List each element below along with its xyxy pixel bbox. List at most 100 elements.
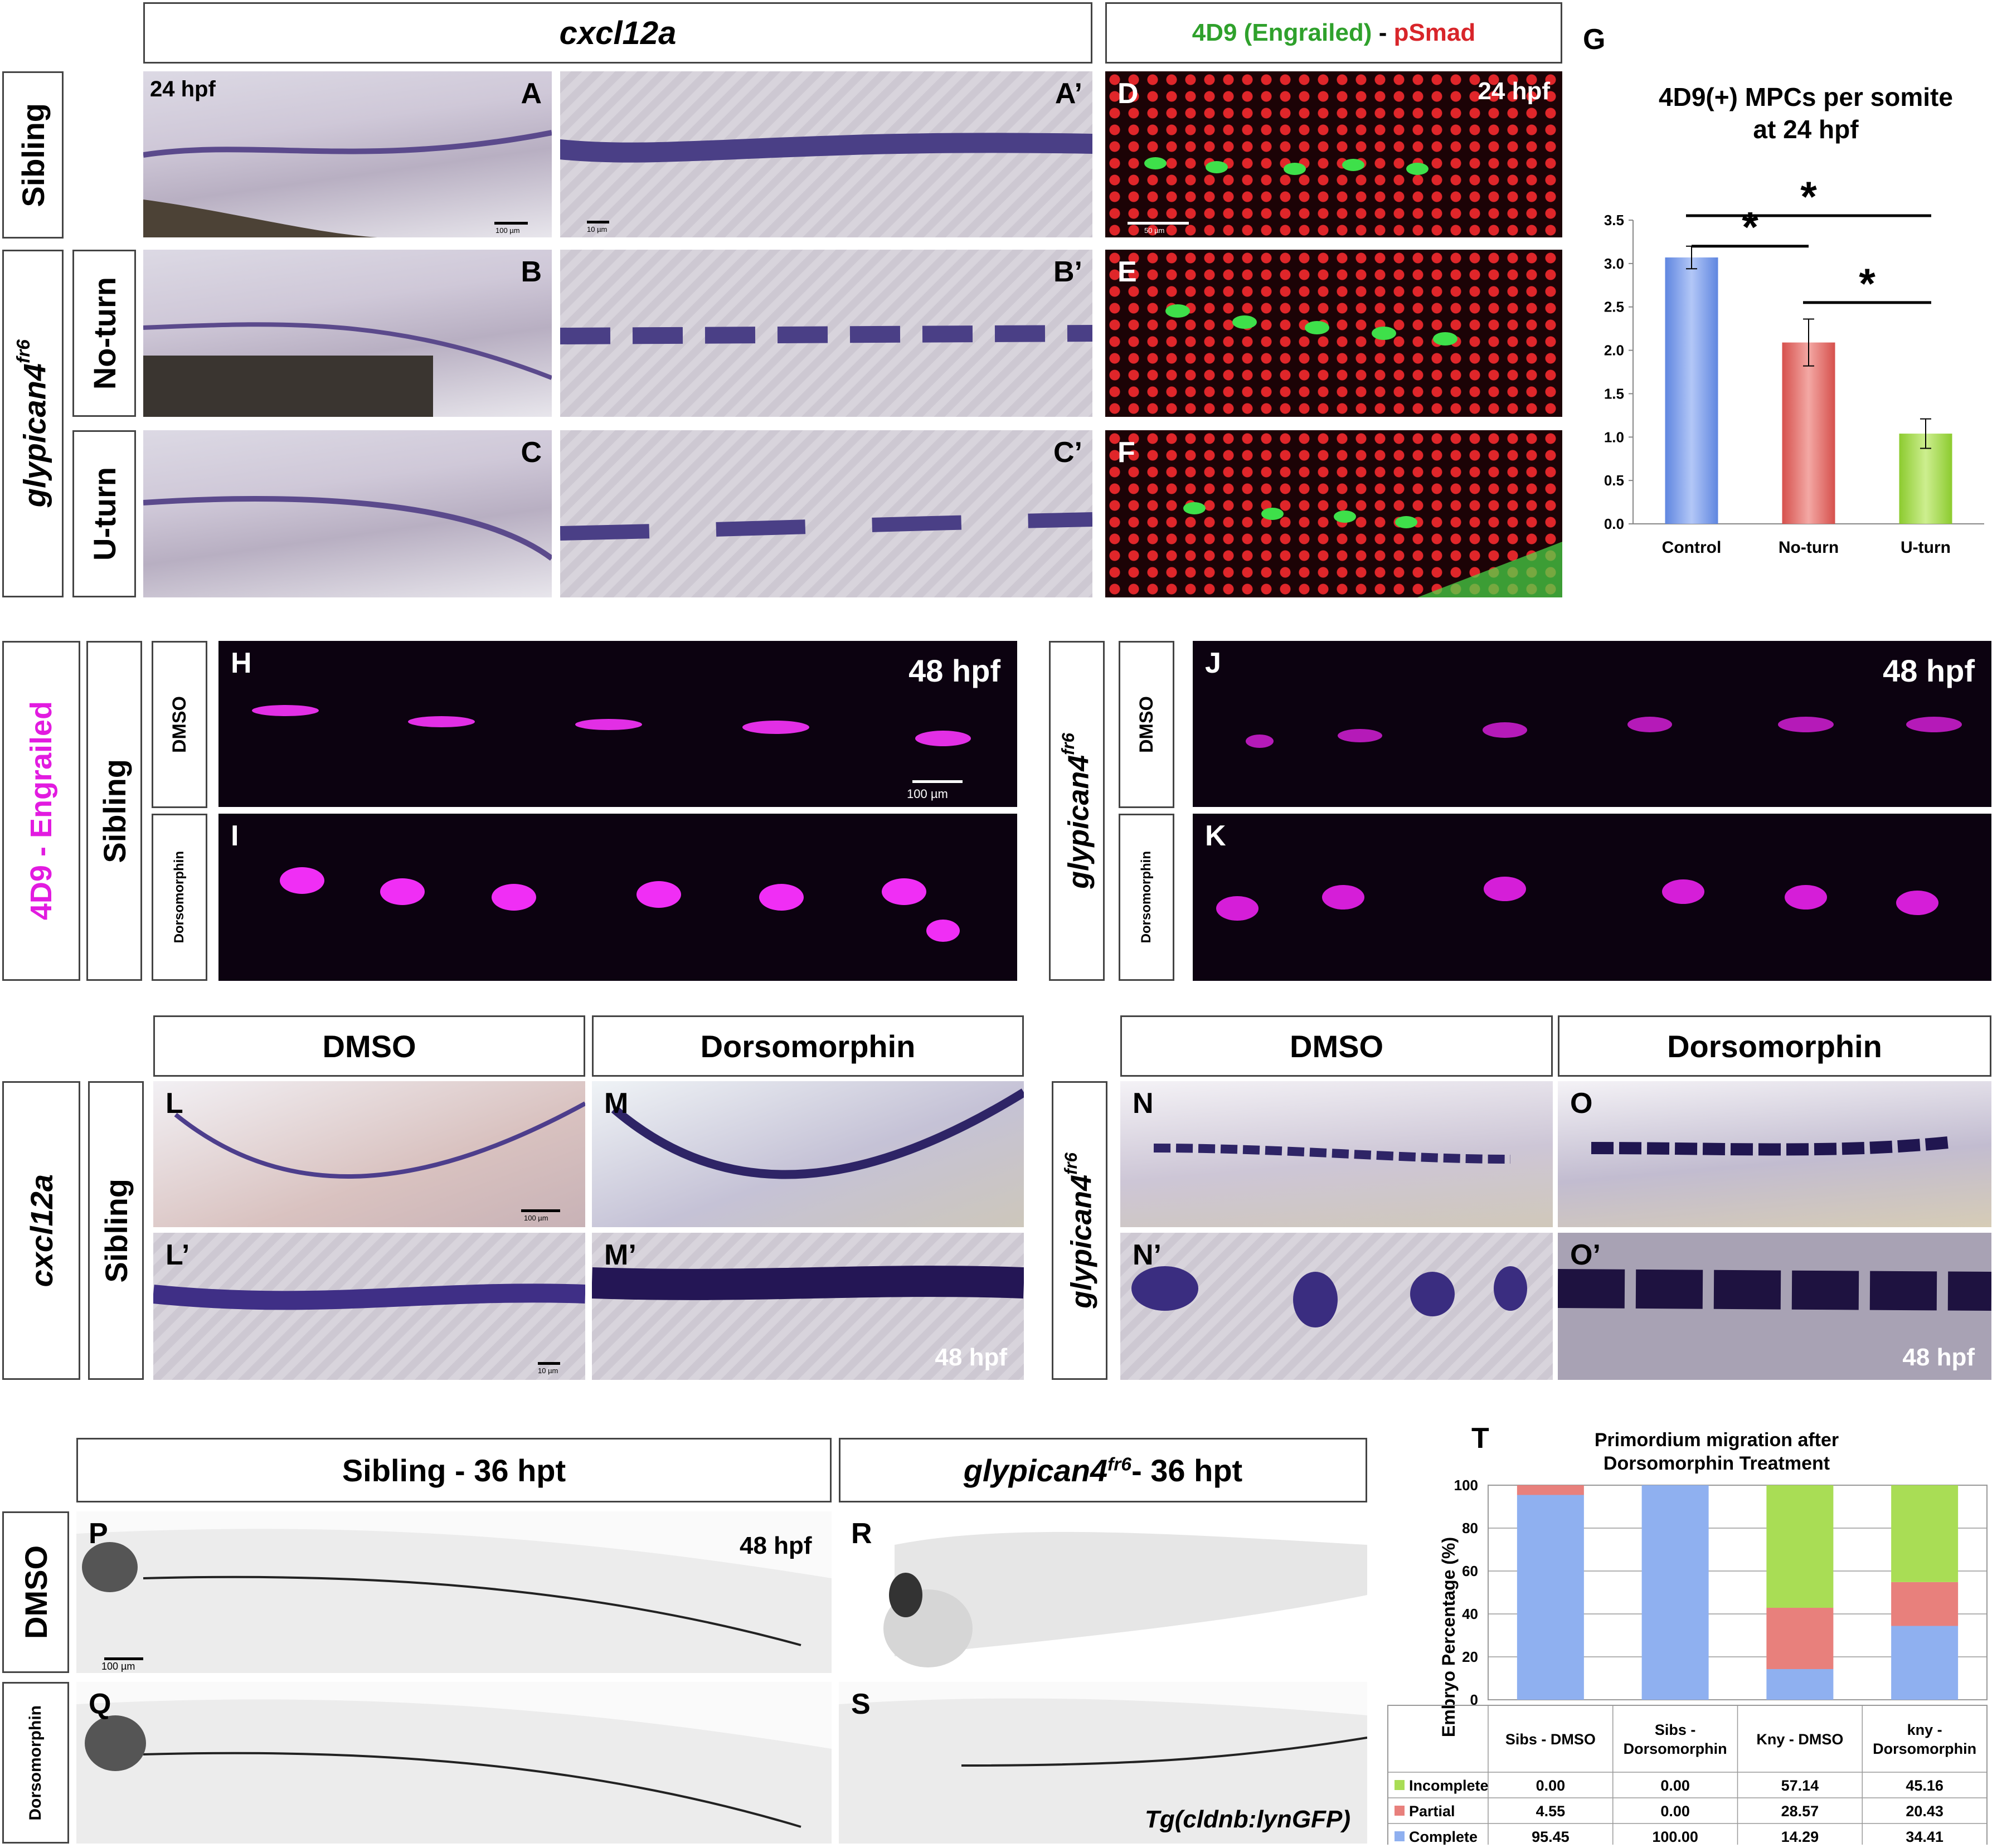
panel-label-r: R — [851, 1518, 872, 1550]
cxcl12a-column-header: cxcl12a — [143, 2, 1092, 64]
panel-label-o-prime: O’ — [1570, 1239, 1601, 1271]
panel-a-prime-drawing — [560, 133, 1092, 163]
row-label-dorso-i-text: Dorsomorphin — [172, 851, 187, 944]
panel-h-drawing — [252, 705, 971, 746]
image-panel-s: S Tg(cldnb:lynGFP) — [839, 1682, 1367, 1844]
stage-label-j: 48 hpf — [1883, 653, 1975, 688]
scale-text-a-prime: 10 µm — [587, 225, 608, 234]
image-panel-p: P 48 hpf 100 µm — [76, 1511, 832, 1673]
image-panel-o-prime: O’ 48 hpf — [1558, 1233, 1991, 1380]
panel-i-drawing — [280, 867, 960, 942]
chart-t-table-value: 0.00 — [1536, 1777, 1566, 1794]
row-label-u-turn-text: U-turn — [86, 467, 122, 561]
chart-t-table-value: 100.00 — [1652, 1828, 1698, 1845]
panel-r-drawing — [883, 1531, 1367, 1667]
image-panel-b-prime: B’ — [560, 250, 1092, 417]
panel-q-drawing — [76, 1699, 832, 1844]
chart-t-table-value: 0.00 — [1660, 1777, 1690, 1794]
scale-bar-l — [521, 1209, 560, 1212]
column-header-dorso-o: Dorsomorphin — [1558, 1015, 1991, 1077]
row-label-dmso-p-text: DMSO — [18, 1545, 54, 1639]
column-header-glypican-36-text: glypican4fr6- 36 hpt — [964, 1452, 1242, 1489]
chart-t-category-label: Sibs - DMSO — [1505, 1731, 1596, 1748]
chart-t: Primordium migration after Dorsomorphin T… — [1387, 1432, 1988, 1845]
stage-label-h: 48 hpf — [908, 653, 1000, 688]
chart-g-title-line1: 4D9(+) MPCs per somite — [1659, 82, 1953, 111]
panel-label-n: N — [1133, 1087, 1154, 1120]
chart-g: 4D9(+) MPCs per somite at 24 hpf 0.0 0.5 1.0… — [1604, 82, 1984, 557]
scale-text-l-prime: 10 µm — [538, 1366, 558, 1375]
image-panel-c-prime: C’ — [560, 430, 1092, 597]
panel-f-drawing — [1183, 502, 1562, 597]
chart-t-y-tick-label: 20 — [1462, 1648, 1478, 1665]
panel-label-k: K — [1205, 820, 1226, 852]
chart-t-category-label: kny - — [1907, 1721, 1942, 1738]
transgene-label: Tg(cldnb:lynGFP) — [1144, 1806, 1350, 1833]
glypican-36-allele: fr6 — [1107, 1453, 1132, 1475]
image-panel-q: Q — [76, 1682, 832, 1844]
chart-t-category-label: Kny - DMSO — [1756, 1731, 1843, 1748]
chart-t-title-line2: Dorsomorphin Treatment — [1604, 1453, 1830, 1474]
panel-label-n-prime: N’ — [1133, 1239, 1162, 1271]
image-panel-d: D 24 hpf 50 µm — [1105, 71, 1562, 237]
chart-t-title-line1: Primordium migration after — [1595, 1432, 1839, 1451]
row-label-cxcl12a: cxcl12a — [2, 1081, 80, 1380]
cxcl12a-header-text: cxcl12a — [559, 14, 677, 51]
column-header-dmso-n: DMSO — [1120, 1015, 1553, 1077]
scale-text-l: 100 µm — [524, 1214, 548, 1222]
panel-m-drawing — [611, 1088, 1024, 1179]
scale-bar-a-prime — [587, 221, 609, 223]
image-panel-n: N — [1120, 1081, 1553, 1227]
row-label-dorso-i: Dorsomorphin — [152, 814, 207, 981]
panel-a-drawing — [143, 130, 552, 237]
chart-t-y-tick-label: 40 — [1462, 1606, 1478, 1622]
panel-label-d: D — [1117, 77, 1139, 110]
chart-g-y-tick-label: 0.5 — [1604, 472, 1624, 489]
chart-t-table-value: 28.57 — [1781, 1803, 1819, 1820]
panel-label-a-prime: A’ — [1055, 77, 1082, 110]
panel-label-m: M — [604, 1087, 629, 1120]
panel-d-drawing — [1144, 157, 1428, 175]
chart-t-bar-incomplete — [1891, 1485, 1959, 1582]
chart-g-y-tick-label: 0.0 — [1604, 516, 1624, 532]
chart-t-category-label: Sibs - — [1655, 1721, 1696, 1738]
image-panel-r: R — [839, 1511, 1367, 1673]
chart-t-category-label: Dorsomorphin — [1624, 1740, 1727, 1757]
scale-text-p: 100 µm — [101, 1661, 135, 1672]
glypican4-3-gene: glypican4 — [1065, 1175, 1098, 1309]
chart-g-x-label: U-turn — [1901, 538, 1951, 557]
image-panel-n-prime: N’ — [1120, 1233, 1553, 1380]
panel-label-c: C — [521, 436, 542, 469]
chart-t-table-value: 45.16 — [1906, 1777, 1943, 1794]
scale-text-h: 100 µm — [907, 787, 948, 801]
column-header-dorso-m-text: Dorsomorphin — [700, 1028, 916, 1064]
chart-g-y-tick-label: 3.0 — [1604, 255, 1624, 272]
row-label-engrailed-text: 4D9 - Engrailed — [25, 701, 58, 921]
row-label-no-turn: No-turn — [72, 250, 136, 417]
row-label-sibling-2-text: Sibling — [96, 758, 132, 863]
image-panel-l-prime: L’ 10 µm — [153, 1233, 585, 1380]
panel-s-drawing — [839, 1698, 1367, 1844]
chart-t-legend-swatch-partial — [1395, 1806, 1405, 1816]
panel-label-j: J — [1205, 647, 1221, 679]
image-panel-o: O — [1558, 1081, 1991, 1227]
chart-t-bar-complete — [1891, 1626, 1959, 1700]
panel-c-drawing — [143, 496, 552, 561]
stain-column-header: 4D9 (Engrailed) - pSmad — [1105, 2, 1562, 64]
image-panel-b: B — [143, 250, 552, 417]
panel-label-b: B — [521, 256, 542, 288]
glypican4-allele: fr6 — [13, 339, 34, 364]
chart-t-table-value: 14.29 — [1781, 1828, 1819, 1845]
chart-t-legend-swatch-incomplete — [1395, 1780, 1405, 1790]
panel-m-prime-drawing — [592, 1266, 1024, 1300]
chart-g-y-tick-label: 3.5 — [1604, 212, 1624, 228]
panel-label-h: H — [231, 647, 252, 679]
stage-label-p: 48 hpf — [740, 1532, 812, 1559]
column-header-glypican-36: glypican4fr6- 36 hpt — [839, 1438, 1367, 1502]
row-label-sibling-2: Sibling — [86, 641, 142, 981]
row-label-u-turn: U-turn — [72, 430, 136, 597]
stain-4d9-text: 4D9 (Engrailed) — [1192, 19, 1372, 46]
stage-label-o-prime: 48 hpf — [1902, 1344, 1975, 1371]
panel-k-drawing — [1216, 877, 1938, 921]
panel-label-l: L — [166, 1087, 183, 1120]
